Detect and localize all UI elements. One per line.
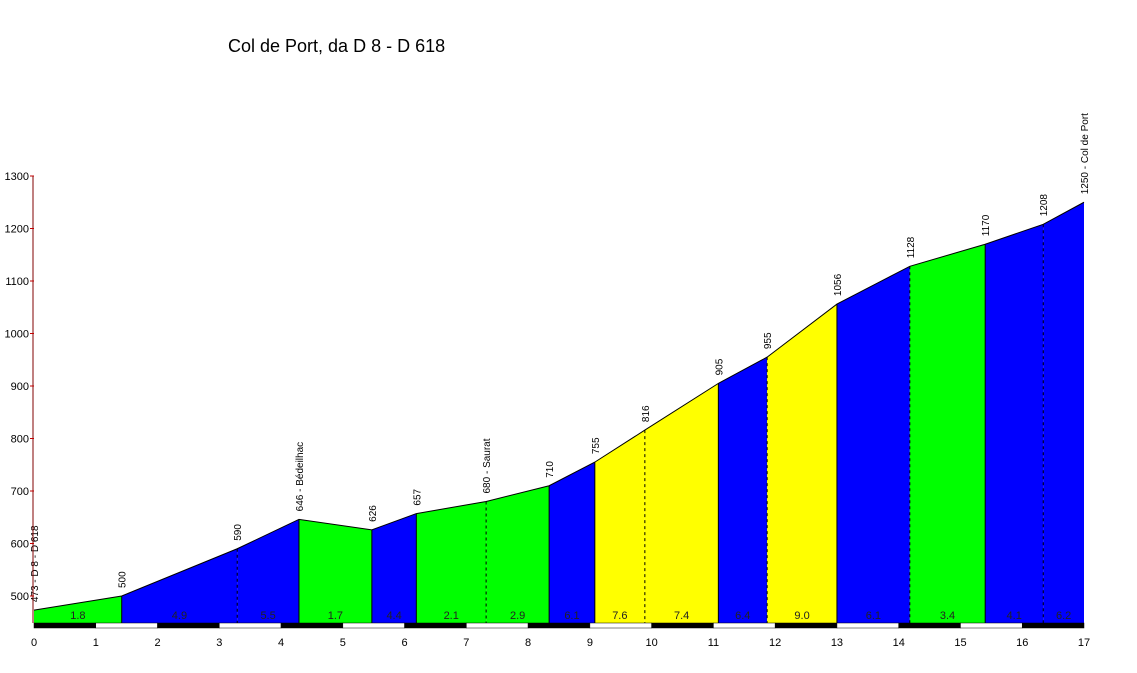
y-tick-label: 600 [11, 539, 29, 551]
point-label: 646 - Bédeilhac [295, 442, 306, 512]
x-tick-label: 6 [402, 637, 408, 649]
point-label: 955 [763, 332, 774, 349]
x-tick-label: 16 [1016, 637, 1028, 649]
segment-area [985, 224, 1044, 624]
segment-area [767, 304, 837, 623]
segment-grade-label: 6.1 [866, 610, 881, 622]
segment-grade-label: 6.4 [735, 610, 750, 622]
segment-area [594, 430, 645, 623]
segment-area [237, 519, 299, 623]
y-tick-label: 1200 [5, 224, 29, 236]
segment-grade-label: 1.7 [328, 610, 343, 622]
km-bar-segment [219, 622, 282, 629]
segment-area [371, 513, 417, 623]
segment-area [549, 462, 595, 623]
segment-grade-label: 2.9 [510, 610, 525, 622]
km-bar-segment [960, 622, 1023, 629]
km-bar-segment [1021, 622, 1085, 629]
x-tick-label: 3 [216, 637, 222, 649]
km-bar-segment [589, 622, 652, 629]
segment-area [416, 501, 487, 623]
point-label: 473 - D 8 - D 618 [30, 525, 41, 602]
y-tick-label: 500 [11, 591, 29, 603]
x-tick-label: 1 [93, 637, 99, 649]
x-tick-label: 15 [954, 637, 966, 649]
km-bar-segment [713, 622, 776, 629]
y-tick-label: 700 [11, 486, 29, 498]
segment-grade-label: 3.4 [940, 610, 955, 622]
point-label: 1170 [981, 214, 992, 236]
y-tick-label: 1300 [5, 171, 29, 183]
segment-area [298, 519, 372, 623]
y-tick-label: 800 [11, 434, 29, 446]
segment-area [644, 383, 719, 623]
x-tick-label: 4 [278, 637, 284, 649]
segment-grade-label: 4.1 [1007, 610, 1022, 622]
segment-grade-label: 1.8 [70, 610, 85, 622]
point-label: 755 [591, 437, 602, 454]
km-bar-segment [280, 622, 344, 629]
x-tick-label: 0 [31, 637, 37, 649]
km-bar-segment [404, 622, 467, 629]
x-tick-label: 10 [646, 637, 658, 649]
x-tick-label: 7 [463, 637, 469, 649]
point-label: 1056 [833, 273, 844, 296]
x-tick-label: 17 [1078, 637, 1090, 649]
segment-grade-label: 2.1 [444, 610, 459, 622]
segment-area [486, 485, 550, 623]
km-bar-segment [466, 622, 529, 629]
x-tick-label: 5 [340, 637, 346, 649]
segment-grade-label: 6.2 [1056, 610, 1071, 622]
point-label: 500 [118, 571, 129, 588]
segment-grade-label: 7.4 [674, 610, 689, 622]
segment-area [121, 548, 238, 623]
y-tick-label: 900 [11, 381, 29, 393]
segment-grade-label: 7.6 [612, 610, 627, 622]
segment-grade-label: 5.5 [260, 610, 275, 622]
km-bar-segment [157, 622, 220, 629]
point-label: 680 - Saurat [482, 438, 493, 493]
point-label: 816 [641, 405, 652, 422]
segment-grade-label: 4.9 [172, 610, 187, 622]
km-bar-segment [95, 622, 158, 629]
x-tick-label: 12 [769, 637, 781, 649]
km-bar-segment [774, 622, 838, 629]
x-tick-label: 9 [587, 637, 593, 649]
point-label: 905 [714, 358, 725, 375]
km-bar-segment [342, 622, 405, 629]
segment-area [1043, 202, 1084, 623]
y-tick-label: 1000 [5, 329, 29, 341]
y-tick-label: 1100 [5, 276, 29, 288]
point-label: 590 [233, 524, 244, 541]
segment-area [718, 357, 768, 623]
segment-grade-label: 6.1 [564, 610, 579, 622]
segment-area [909, 244, 986, 623]
x-tick-label: 8 [525, 637, 531, 649]
chart-title: Col de Port, da D 8 - D 618 [228, 36, 445, 56]
segment-grade-label: 9.0 [794, 610, 809, 622]
point-label: 710 [545, 461, 556, 478]
km-bar-segment [898, 622, 961, 629]
x-tick-label: 11 [708, 637, 719, 649]
km-bar-segment [33, 622, 97, 629]
point-label: 1208 [1039, 194, 1050, 217]
point-label: 626 [368, 505, 379, 522]
x-tick-label: 14 [893, 637, 905, 649]
point-label: 1250 - Col de Port [1080, 113, 1091, 194]
x-tick-label: 2 [154, 637, 160, 649]
point-label: 657 [412, 488, 423, 505]
segment-grade-label: 4.4 [386, 610, 401, 622]
x-tick-label: 13 [831, 637, 843, 649]
point-label: 1128 [906, 236, 917, 258]
segment-area [836, 266, 910, 623]
segment-area [34, 596, 122, 623]
km-bar-segment [527, 622, 591, 629]
km-bar-segment [651, 622, 714, 629]
km-bar-segment [836, 622, 899, 629]
